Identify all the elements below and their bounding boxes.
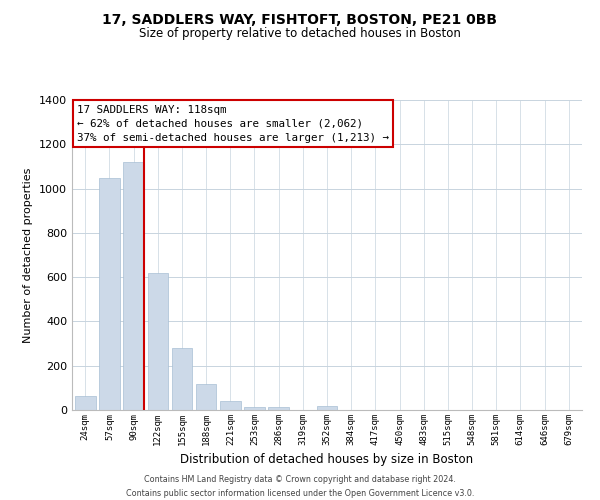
Bar [244,406,265,410]
Bar [268,406,289,410]
Bar [75,396,95,410]
Bar [148,272,168,410]
X-axis label: Distribution of detached houses by size in Boston: Distribution of detached houses by size … [181,454,473,466]
Y-axis label: Number of detached properties: Number of detached properties [23,168,34,342]
Bar [99,178,120,410]
Bar [124,162,144,410]
Bar [317,406,337,410]
Text: Size of property relative to detached houses in Boston: Size of property relative to detached ho… [139,28,461,40]
Text: Contains HM Land Registry data © Crown copyright and database right 2024.
Contai: Contains HM Land Registry data © Crown c… [126,476,474,498]
Text: 17, SADDLERS WAY, FISHTOFT, BOSTON, PE21 0BB: 17, SADDLERS WAY, FISHTOFT, BOSTON, PE21… [103,12,497,26]
Text: 17 SADDLERS WAY: 118sqm
← 62% of detached houses are smaller (2,062)
37% of semi: 17 SADDLERS WAY: 118sqm ← 62% of detache… [77,104,389,142]
Bar [196,384,217,410]
Bar [220,400,241,410]
Bar [172,348,192,410]
